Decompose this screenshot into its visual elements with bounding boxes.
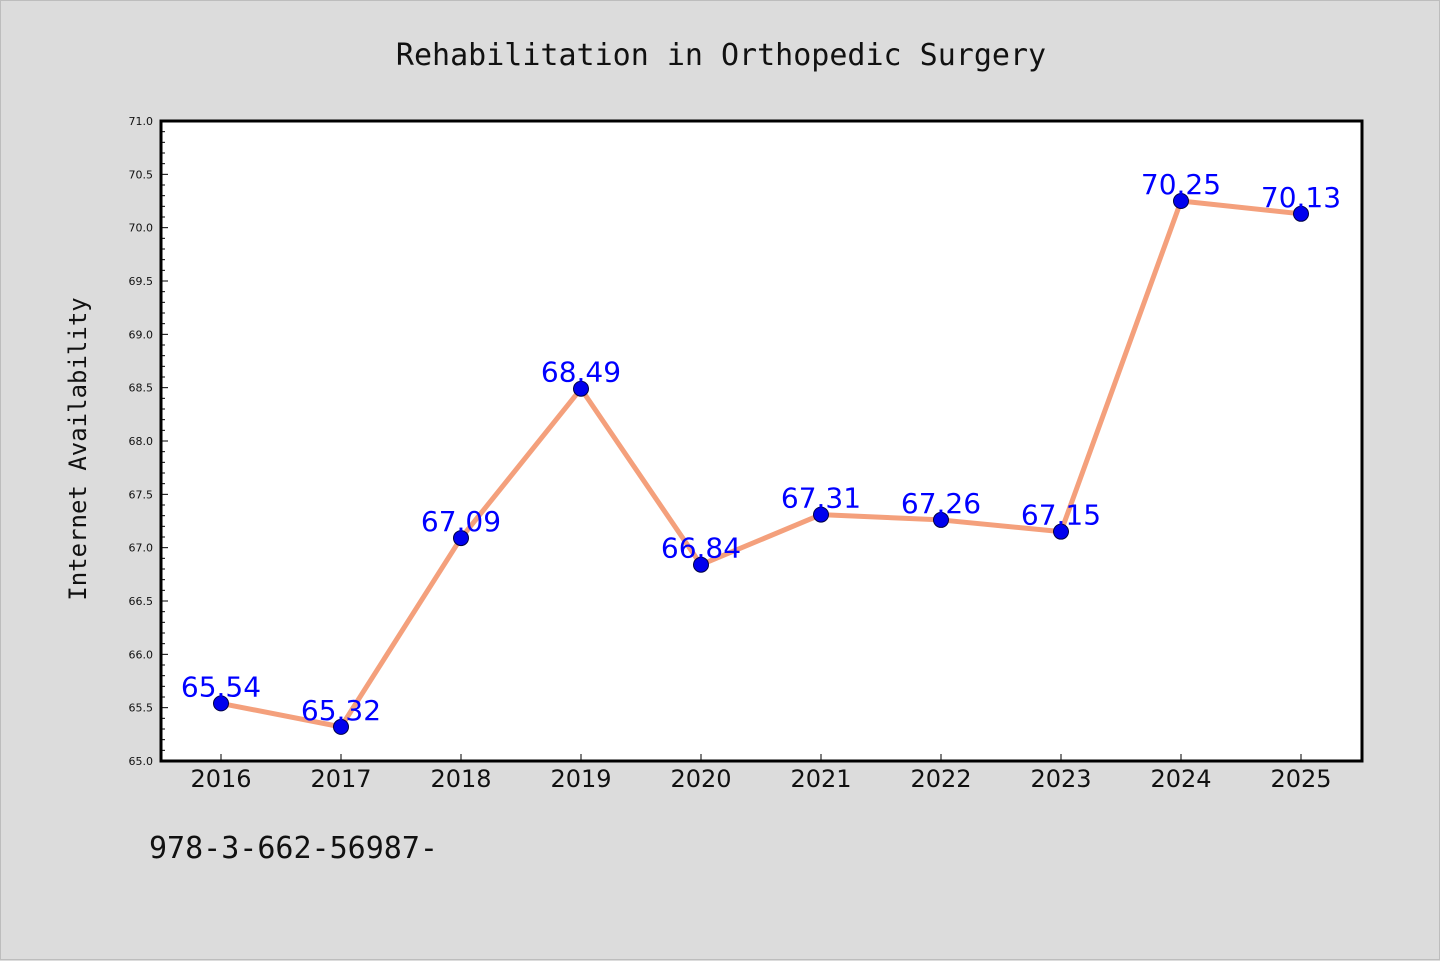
data-label: 70.25 (1141, 168, 1221, 201)
data-point (813, 506, 829, 523)
y-tick-label: 71.0 (129, 115, 154, 128)
data-point (1293, 205, 1309, 222)
y-tick-label: 65.5 (129, 702, 154, 715)
series-layer: 65.54 65.32 67.09 68.49 66.84 67.31 67.26 67.15… (181, 168, 1341, 735)
data-label: 70.13 (1261, 181, 1341, 214)
data-point (333, 718, 349, 735)
data-label: 66.84 (661, 532, 741, 565)
y-tick-label: 68.0 (129, 435, 154, 448)
data-point (1173, 193, 1189, 209)
y-tick-label: 67.0 (129, 542, 154, 555)
data-point (693, 556, 709, 573)
data-point (453, 530, 469, 547)
x-tick-label: 2019 (550, 765, 611, 793)
y-axis-label: Internet Availability (64, 297, 92, 600)
series-line (218, 198, 1304, 730)
data-label: 67.15 (1021, 499, 1101, 532)
x-tick-label: 2023 (1030, 765, 1091, 793)
x-tick-label: 2024 (1150, 765, 1211, 793)
x-tick-label: 2017 (310, 765, 371, 793)
x-tick-label: 2020 (670, 765, 731, 793)
y-tick-label: 68.5 (129, 382, 154, 395)
data-label: 67.26 (901, 487, 981, 520)
y-tick-label: 66.5 (129, 595, 154, 608)
y-tick-label: 65.0 (129, 755, 154, 768)
x-axis: 2016 2017 2018 2019 2020 2021 2022 2023 2024 2025 (190, 754, 1332, 793)
x-tick-label: 2025 (1270, 765, 1331, 793)
data-label: 65.32 (301, 694, 381, 727)
data-point (213, 695, 229, 712)
data-label: 67.31 (781, 482, 861, 515)
y-tick-label: 69.0 (129, 328, 154, 341)
y-tick-label: 67.5 (129, 488, 154, 501)
y-tick-label: 70.5 (129, 168, 154, 181)
x-tick-label: 2022 (910, 765, 971, 793)
data-label: 65.54 (181, 670, 261, 703)
chart-title: Rehabilitation in Orthopedic Surgery (396, 38, 1046, 73)
y-axis: 65.0 65.5 66.0 66.5 67.0 67.5 68.0 68.5 69.0 69.5… (129, 115, 168, 768)
data-point (1053, 523, 1069, 540)
y-tick-label: 70.0 (129, 222, 154, 235)
y-tick-label: 66.0 (129, 648, 154, 661)
x-tick-label: 2018 (430, 765, 491, 793)
plot-area (159, 119, 1364, 763)
data-label: 68.49 (541, 356, 621, 389)
x-tick-label: 2016 (190, 765, 251, 793)
y-tick-label: 69.5 (129, 275, 154, 288)
data-point (933, 511, 949, 528)
isbn-text: 978-3-662-56987- (149, 831, 438, 866)
data-point (573, 380, 589, 397)
data-label: 67.09 (421, 505, 501, 538)
x-tick-label: 2021 (790, 765, 851, 793)
